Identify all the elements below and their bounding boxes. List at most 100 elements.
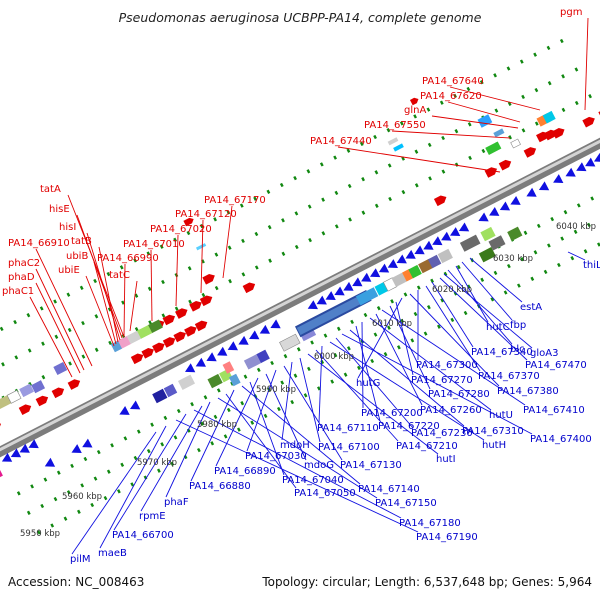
gene-arrow-bottom	[259, 324, 270, 334]
scale-tick	[573, 229, 578, 234]
bottom-gene-label-pa14-67150: PA14_67150	[375, 498, 437, 509]
scale-tick	[303, 393, 308, 398]
scale-tick	[187, 266, 192, 271]
scale-tick	[427, 142, 432, 148]
feature-block	[243, 354, 261, 370]
scale-tick	[401, 156, 405, 161]
scale-tick	[214, 285, 219, 291]
scale-tick	[40, 503, 45, 509]
gene-arrow-bottom	[593, 152, 600, 162]
scale-tick	[453, 291, 458, 296]
feature-block	[493, 128, 505, 138]
scale-tick	[66, 490, 71, 495]
scale-tick	[590, 196, 595, 201]
scale-tick	[53, 299, 57, 304]
bottom-leader-line	[443, 273, 533, 349]
bottom-gene-label-pa14-66890: PA14_66890	[214, 466, 276, 477]
bottom-gene-label-pa14-67300: PA14_67300	[416, 360, 478, 371]
top-gene-label-pa14-67120: PA14_67120	[175, 209, 237, 220]
scale-tick	[16, 491, 21, 496]
scale-tick	[370, 358, 375, 364]
top-leader-line	[98, 246, 119, 343]
gene-arrow-bottom	[396, 254, 407, 264]
backbone-outer	[0, 137, 600, 458]
scale-tick	[373, 134, 377, 140]
scale-tick	[306, 169, 311, 174]
backbone-highlight	[0, 139, 600, 452]
scale-tick	[188, 299, 192, 304]
scale-tick	[93, 278, 97, 284]
bottom-gene-label-rpme: rpmE	[139, 511, 166, 522]
scale-tick	[146, 448, 151, 454]
scale-tick	[347, 346, 351, 351]
scale-tick	[490, 297, 495, 302]
scale-tick	[467, 122, 472, 127]
gene-arrow-bottom	[71, 444, 82, 453]
scale-tick	[110, 443, 114, 448]
gene-arrow-top	[242, 282, 256, 294]
scale-tick	[441, 135, 445, 141]
scale-tick	[228, 279, 232, 284]
scale-tick	[456, 264, 461, 270]
scale-tick	[26, 313, 31, 318]
feature-block	[387, 137, 399, 146]
bottom-leader-line	[190, 389, 235, 482]
scale-tick	[330, 379, 335, 384]
scale-tick	[333, 155, 337, 160]
scale-tick	[121, 300, 125, 305]
scale-tick	[130, 482, 135, 487]
feature-block	[485, 141, 502, 155]
scale-tick	[361, 177, 365, 182]
scale-tick	[157, 468, 161, 473]
gene-arrow-top	[523, 147, 537, 158]
top-gene-label-phac2: phaC2	[8, 258, 40, 269]
feature-block	[480, 226, 496, 242]
scale-tick	[521, 128, 526, 133]
gene-arrow-bottom	[352, 277, 363, 287]
bottom-gene-label-pa14-67130: PA14_67130	[340, 460, 402, 471]
gene-arrow-top	[498, 159, 512, 171]
gene-arrow-top	[0, 422, 2, 433]
bottom-gene-label-pa14-67410: PA14_67410	[523, 405, 585, 416]
gene-arrow-bottom	[489, 206, 500, 216]
scale-tick	[403, 292, 408, 297]
scale-tick	[143, 475, 148, 480]
scale-tick	[466, 86, 471, 92]
scale-tick	[290, 399, 295, 405]
scale-tick	[386, 128, 391, 133]
bottom-gene-label-pa14-67110: PA14_67110	[317, 423, 379, 434]
scale-tick	[133, 455, 138, 461]
scale-tick	[310, 340, 314, 345]
scale-tick	[413, 114, 417, 119]
scale-tick	[443, 271, 448, 277]
bottom-leader-line	[375, 313, 423, 406]
scale-tick	[507, 263, 511, 269]
top-gene-label-ubie: ubiE	[58, 265, 80, 276]
label-layer: 5950 kbp 5960 kbp 5970 kbp 5980 kbp 5990 kbp…	[2, 7, 600, 565]
top-gene-label-pa14-67620: PA14_67620	[420, 91, 482, 102]
scale-tick	[266, 189, 271, 194]
feature-block	[53, 361, 68, 376]
gene-arrow-bottom	[499, 201, 511, 211]
gene-arrow-top	[183, 217, 194, 227]
gene-arrow-bottom	[405, 249, 416, 259]
gene-arrow-top	[173, 331, 186, 343]
top-leader-line	[76, 214, 123, 339]
scale-tick	[401, 189, 406, 195]
scale-tick	[413, 311, 418, 317]
scale-tick	[547, 81, 552, 86]
scale-tick	[83, 456, 88, 462]
gene-arrow-bottom	[1, 452, 13, 462]
top-gene-label-pa14-67170: PA14_67170	[204, 195, 266, 206]
scale-tick	[454, 129, 459, 134]
scale-tick	[117, 489, 121, 494]
feature-block	[402, 268, 414, 282]
feature-block	[391, 272, 407, 287]
top-gene-label-glna: glnA	[404, 105, 426, 116]
scale-tick	[347, 183, 352, 189]
top-gene-label-tatb: tatB	[71, 236, 92, 247]
feature-block	[488, 235, 506, 251]
top-leader-line	[391, 130, 511, 139]
scale-tick	[307, 366, 311, 372]
feature-block	[177, 374, 196, 390]
